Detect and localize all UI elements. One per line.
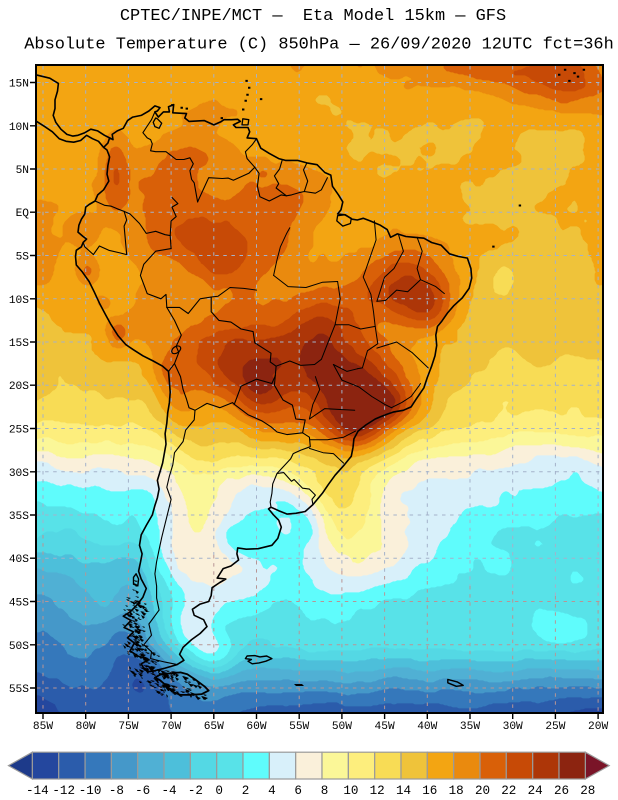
svg-text:15N: 15N: [9, 79, 29, 91]
svg-text:8: 8: [321, 784, 329, 798]
svg-text:-12: -12: [52, 784, 75, 798]
svg-text:2: 2: [242, 784, 250, 798]
svg-text:22: 22: [501, 784, 516, 798]
svg-text:10: 10: [343, 784, 358, 798]
svg-text:-10: -10: [79, 784, 102, 798]
svg-text:40W: 40W: [417, 721, 437, 733]
svg-text:-4: -4: [161, 784, 176, 798]
svg-text:70W: 70W: [161, 721, 181, 733]
svg-text:5N: 5N: [16, 165, 29, 177]
svg-text:45S: 45S: [9, 598, 29, 610]
svg-text:12: 12: [370, 784, 385, 798]
svg-text:50W: 50W: [332, 721, 352, 733]
svg-text:CPTEC/INPE/MCT — Eta Model 15: CPTEC/INPE/MCT — Eta Model 15km — GFS: [120, 7, 506, 26]
svg-text:65W: 65W: [204, 721, 224, 733]
svg-text:35S: 35S: [9, 511, 29, 523]
svg-text:-14: -14: [26, 784, 49, 798]
svg-text:6: 6: [294, 784, 302, 798]
svg-text:24: 24: [528, 784, 543, 798]
svg-text:40S: 40S: [9, 554, 29, 566]
svg-text:75W: 75W: [118, 721, 138, 733]
svg-text:30S: 30S: [9, 468, 29, 480]
svg-text:28: 28: [580, 784, 595, 798]
svg-text:-6: -6: [135, 784, 150, 798]
svg-text:55S: 55S: [9, 684, 29, 696]
svg-text:4: 4: [268, 784, 276, 798]
svg-text:EQ: EQ: [16, 208, 30, 220]
svg-text:25S: 25S: [9, 425, 29, 437]
svg-text:14: 14: [396, 784, 411, 798]
svg-text:5S: 5S: [16, 252, 30, 264]
svg-text:25W: 25W: [545, 721, 565, 733]
svg-text:16: 16: [422, 784, 437, 798]
svg-text:18: 18: [449, 784, 464, 798]
svg-text:Absolute Temperature (C) 850hP: Absolute Temperature (C) 850hPa — 26/09/…: [24, 36, 614, 55]
svg-text:-2: -2: [188, 784, 203, 798]
svg-text:50S: 50S: [9, 641, 29, 653]
svg-text:30W: 30W: [503, 721, 523, 733]
svg-text:10N: 10N: [9, 122, 29, 134]
svg-text:15S: 15S: [9, 338, 29, 350]
svg-text:10S: 10S: [9, 295, 29, 307]
svg-text:80W: 80W: [76, 721, 96, 733]
svg-text:35W: 35W: [460, 721, 480, 733]
svg-text:0: 0: [215, 784, 223, 798]
svg-text:20W: 20W: [588, 721, 608, 733]
svg-text:55W: 55W: [289, 721, 309, 733]
svg-text:85W: 85W: [33, 721, 53, 733]
svg-text:20: 20: [475, 784, 490, 798]
svg-text:45W: 45W: [375, 721, 395, 733]
svg-text:60W: 60W: [246, 721, 266, 733]
svg-text:20S: 20S: [9, 381, 29, 393]
svg-text:26: 26: [554, 784, 569, 798]
svg-text:-8: -8: [109, 784, 124, 798]
